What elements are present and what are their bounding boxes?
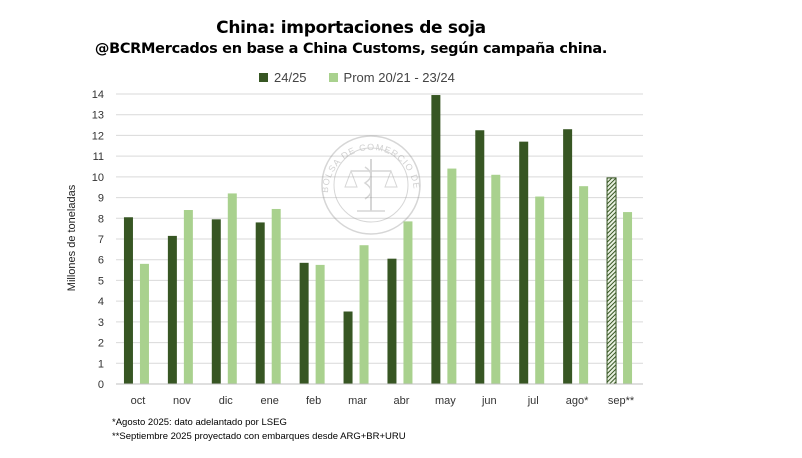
y-tick-label: 7 bbox=[98, 234, 104, 246]
bar-series-2 bbox=[139, 263, 149, 384]
bar-series-1 bbox=[123, 217, 133, 384]
x-tick-label: nov bbox=[173, 395, 191, 407]
bar-series-2 bbox=[447, 168, 457, 384]
x-tick-label: dic bbox=[219, 395, 234, 407]
y-tick-label: 4 bbox=[98, 296, 104, 308]
legend-label-series-2: Prom 20/21 - 23/24 bbox=[343, 70, 455, 85]
bar-series-1 bbox=[343, 311, 353, 384]
bar-series-1 bbox=[563, 129, 573, 384]
bar-series-1 bbox=[167, 235, 177, 384]
bar-series-2 bbox=[359, 245, 369, 384]
x-tick-label: sep** bbox=[608, 395, 635, 407]
y-tick-label: 0 bbox=[98, 379, 104, 391]
bar-series-1 bbox=[255, 222, 265, 384]
y-tick-label: 1 bbox=[98, 358, 104, 370]
chart-title: China: importaciones de soja bbox=[216, 18, 486, 38]
x-tick-label: jun bbox=[481, 395, 497, 407]
y-tick-label: 10 bbox=[92, 172, 104, 184]
bar-series-2 bbox=[491, 174, 501, 384]
bar-series-1 bbox=[387, 258, 397, 384]
x-tick-label: feb bbox=[306, 395, 321, 407]
y-tick-label: 14 bbox=[92, 89, 104, 101]
bar-series-1 bbox=[431, 95, 441, 385]
x-tick-label: ago* bbox=[566, 395, 589, 407]
legend-swatch-series-1 bbox=[259, 73, 268, 82]
chart-subtitle: @BCRMercados en base a China Customs, se… bbox=[94, 41, 608, 57]
watermark-seal: BOLSA DE COMERCIO DE ROSARIO bbox=[320, 135, 421, 235]
x-tick-label: ene bbox=[261, 395, 279, 407]
y-tick-label: 3 bbox=[98, 317, 104, 329]
bar-series-2 bbox=[315, 264, 325, 384]
bar-series-2 bbox=[623, 212, 633, 384]
legend-label-series-1: 24/25 bbox=[274, 70, 307, 85]
bar-series-1 bbox=[211, 219, 221, 384]
y-tick-label: 5 bbox=[98, 275, 104, 287]
y-tick-label: 2 bbox=[98, 338, 104, 350]
bar-series-1 bbox=[299, 262, 309, 384]
bar-series-1 bbox=[606, 177, 617, 385]
x-tick-label: jul bbox=[527, 395, 539, 407]
chart-legend: 24/25 Prom 20/21 - 23/24 bbox=[259, 70, 477, 85]
bar-series-2 bbox=[271, 208, 281, 384]
legend-item-series-2: Prom 20/21 - 23/24 bbox=[328, 70, 455, 85]
x-tick-label: may bbox=[435, 395, 456, 407]
bar-series-2 bbox=[183, 210, 193, 384]
y-tick-label: 9 bbox=[98, 193, 104, 205]
y-tick-label: 8 bbox=[98, 213, 104, 225]
x-tick-label: oct bbox=[131, 395, 146, 407]
gridlines bbox=[116, 93, 643, 364]
footnotes: *Agosto 2025: dato adelantado por LSEG *… bbox=[112, 416, 406, 444]
bars bbox=[123, 95, 633, 385]
y-tick-label: 12 bbox=[92, 130, 104, 142]
y-tick-label: 6 bbox=[98, 255, 104, 267]
legend-item-series-1: 24/25 bbox=[259, 70, 307, 85]
bar-series-2 bbox=[579, 186, 589, 384]
footnote-2: **Septiembre 2025 proyectado con embarqu… bbox=[112, 431, 406, 442]
legend-swatch-series-2 bbox=[328, 73, 338, 82]
y-tick-label: 13 bbox=[92, 110, 104, 122]
x-tick-label: abr bbox=[394, 395, 410, 407]
x-tick-label: mar bbox=[348, 395, 367, 407]
footnote-1: *Agosto 2025: dato adelantado por LSEG bbox=[112, 417, 287, 428]
bar-series-2 bbox=[227, 193, 237, 384]
y-tick-label: 11 bbox=[93, 151, 104, 163]
bar-series-1 bbox=[475, 130, 485, 384]
bar-series-2 bbox=[403, 221, 413, 384]
bar-series-1 bbox=[519, 141, 529, 384]
bar-series-2 bbox=[535, 196, 545, 384]
